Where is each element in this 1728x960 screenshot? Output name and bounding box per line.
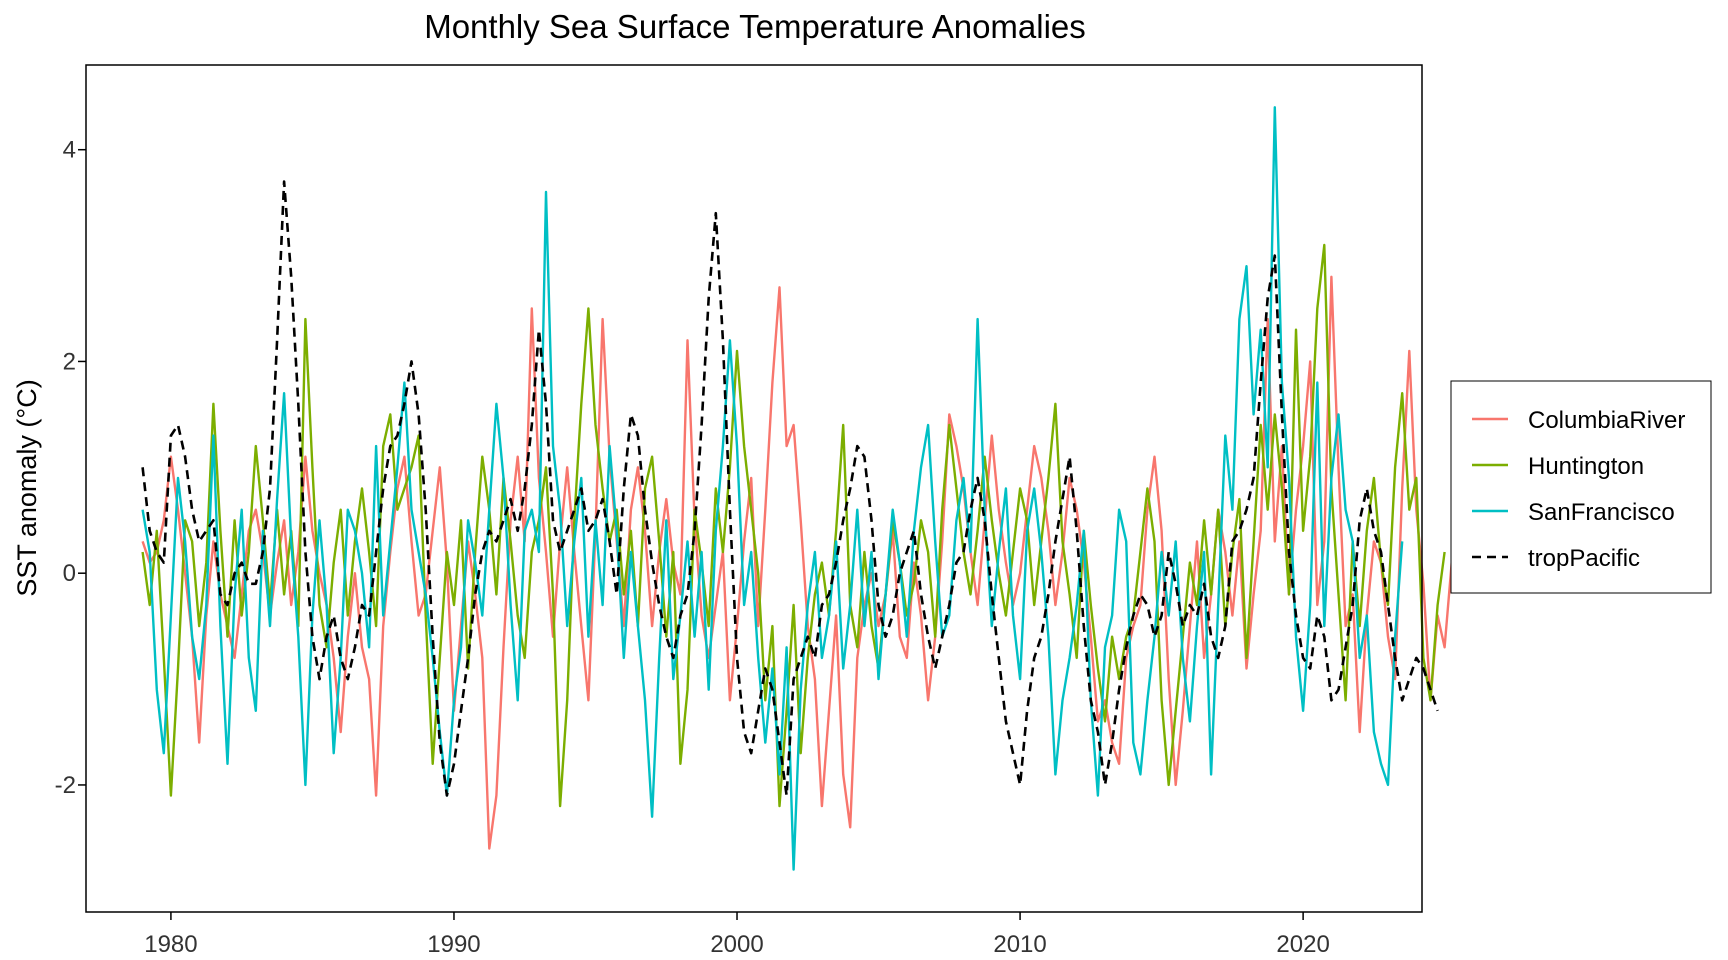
x-tick-label: 2000 <box>710 931 763 958</box>
y-tick-label: 2 <box>63 348 76 375</box>
x-tick-label: 2020 <box>1276 931 1329 958</box>
x-axis: 1980 1990 2000 2010 2020 <box>144 912 1330 958</box>
chart-title: Monthly Sea Surface Temperature Anomalie… <box>424 8 1086 45</box>
series-line-columbiariver <box>141 275 1453 850</box>
y-tick-label: -2 <box>55 772 76 799</box>
series-line-sanfrancisco <box>141 106 1404 871</box>
y-axis-label: SST anomaly (°C) <box>12 379 42 596</box>
plot-lines <box>141 106 1453 871</box>
legend-label-huntington: Huntington <box>1528 453 1644 480</box>
legend-label-sanfrancisco: SanFrancisco <box>1528 499 1675 526</box>
y-tick-label: 0 <box>63 560 76 587</box>
legend-label-columbiariver: ColumbiaRiver <box>1528 407 1685 434</box>
legend-label-troppacific: tropPacific <box>1528 545 1640 572</box>
x-tick-label: 2010 <box>993 931 1046 958</box>
x-tick-label: 1990 <box>427 931 480 958</box>
series-line-troppacific <box>141 180 1439 797</box>
legend: ColumbiaRiver Huntington SanFrancisco tropP… <box>1450 380 1712 594</box>
y-tick-label: 4 <box>63 137 76 164</box>
y-axis: -2 0 2 4 <box>55 137 86 799</box>
x-tick-label: 1980 <box>144 931 197 958</box>
plot-area-border <box>85 64 1423 913</box>
